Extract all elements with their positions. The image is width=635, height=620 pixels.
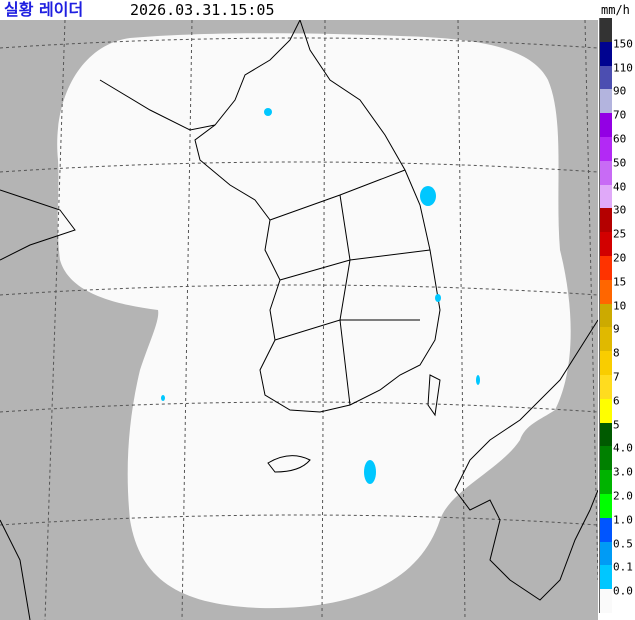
radar-coverage-area <box>57 33 571 609</box>
legend-label: 0.0 <box>613 584 633 598</box>
legend-swatch <box>600 89 612 114</box>
legend-swatch <box>600 208 612 233</box>
legend-label: 0.1 <box>613 560 633 574</box>
legend-label: 3.0 <box>613 465 633 479</box>
legend-swatch <box>600 327 612 352</box>
grid-lines <box>0 20 598 620</box>
legend-swatch <box>600 65 612 90</box>
legend-label: 150 <box>613 37 633 51</box>
legend-label: 15 <box>613 275 627 289</box>
korea-outline <box>194 20 441 413</box>
legend-swatch <box>600 398 612 423</box>
legend-swatch <box>600 541 612 566</box>
legend-label: 9 <box>613 322 620 336</box>
jeju-island <box>267 455 311 473</box>
legend-labels: 150 110 90 70 60 50 40 30 25 20 15 10 9 8 7 6 5 4.0 3.0 2.0… <box>613 0 635 620</box>
legend-swatch <box>600 517 612 542</box>
legend-label: 30 <box>613 203 627 217</box>
timestamp: 2026.03.31.15:05 <box>130 1 275 19</box>
legend-label: 5 <box>613 418 620 432</box>
legend-swatch <box>600 493 612 518</box>
legend-label: 0.5 <box>613 537 633 551</box>
legend-swatch <box>600 232 612 256</box>
legend-swatch <box>600 446 612 471</box>
legend-label: 20 <box>613 251 627 265</box>
legend-label: 2.0 <box>613 489 633 503</box>
radar-map[interactable] <box>0 20 598 620</box>
legend-swatch <box>600 470 612 494</box>
legend-swatch <box>600 422 612 447</box>
legend-label: 110 <box>613 61 633 75</box>
legend-unit: mm/h <box>601 3 630 17</box>
legend-swatch <box>600 113 612 137</box>
legend-swatch <box>600 18 612 42</box>
japan-coast <box>454 319 598 601</box>
legend-label: 8 <box>613 346 620 360</box>
legend-label: 10 <box>613 299 627 313</box>
legend-swatch <box>600 589 612 613</box>
legend-swatch <box>600 160 612 185</box>
legend-label: 70 <box>613 108 627 122</box>
legend-swatch <box>600 303 612 328</box>
legend-swatch <box>600 279 612 304</box>
legend-label: 50 <box>613 156 627 170</box>
internal-boundaries <box>269 169 431 406</box>
precipitation-echoes <box>161 108 480 484</box>
legend-label: 1.0 <box>613 513 633 527</box>
legend-label: 7 <box>613 370 620 384</box>
legend-swatch <box>600 255 612 280</box>
legend-swatch <box>600 374 612 399</box>
legend-label: 4.0 <box>613 441 633 455</box>
legend-label: 90 <box>613 84 627 98</box>
legend-swatch <box>600 351 612 375</box>
legend-label: 6 <box>613 394 620 408</box>
legend-label: 60 <box>613 132 627 146</box>
legend-label: 40 <box>613 180 627 194</box>
legend-swatch <box>600 184 612 209</box>
north-coast <box>99 79 216 131</box>
legend-swatch <box>600 136 612 161</box>
china-coast <box>0 189 76 261</box>
coastlines <box>0 20 598 620</box>
legend-color-bar <box>599 18 612 613</box>
legend-swatch <box>600 565 612 590</box>
page-title: 실황 레이더 <box>4 0 84 19</box>
legend-swatch <box>600 41 612 66</box>
legend-label: 25 <box>613 227 627 241</box>
